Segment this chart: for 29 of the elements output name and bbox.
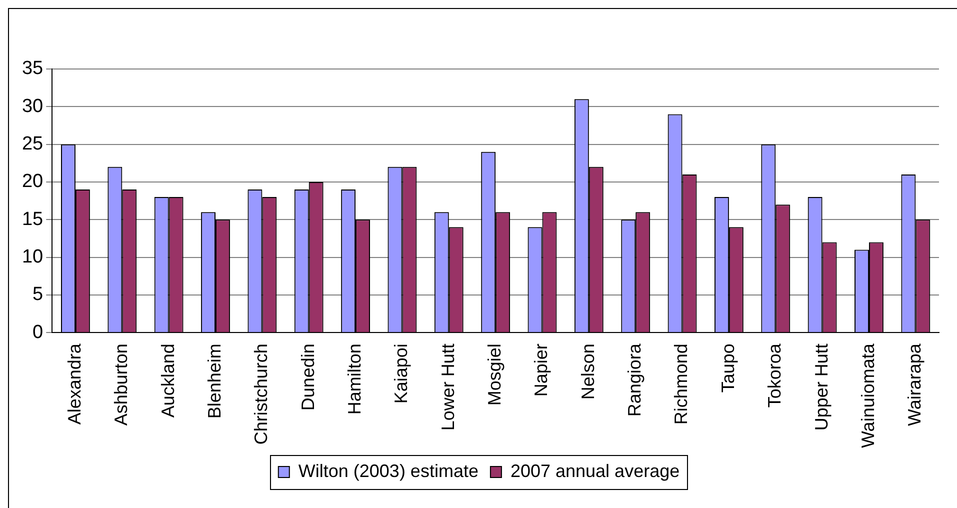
x-tick-label: Upper Hutt (811, 344, 832, 431)
x-tick-label: Napier (531, 344, 552, 397)
x-tick-label: Auckland (158, 344, 178, 418)
x-tick-label: Ashburton (111, 344, 132, 426)
legend-label: 2007 annual average (510, 460, 680, 481)
x-tick-label: Richmond (671, 344, 692, 425)
y-tick-label: 35 (22, 58, 44, 80)
x-tick-label: Alexandra (64, 342, 84, 425)
y-tick-label: 15 (22, 208, 44, 230)
y-tick-label: 30 (22, 96, 44, 117)
y-tick-label: 10 (22, 246, 44, 268)
x-tick-label: Mosgiel (484, 344, 505, 406)
y-tick-label: 20 (22, 171, 44, 192)
legend-label: Wilton (2003) estimate (298, 460, 478, 481)
x-tick-label: Tokoroa (764, 342, 785, 408)
y-tick-label: 25 (22, 134, 44, 155)
x-tick-label: Nelson (578, 344, 598, 400)
x-tick-label: Hamilton (344, 344, 365, 415)
x-tick-label: Rangiora (624, 342, 645, 417)
x-tick-label: Wainuiomata (858, 342, 878, 448)
x-tick-label: Wairarapa (904, 342, 925, 426)
y-tick-label: 0 (32, 322, 44, 343)
x-tick-label: Blenheim (204, 344, 224, 419)
x-tick-label: Dunedin (298, 344, 318, 411)
x-tick-label: Taupo (718, 344, 738, 393)
y-tick-label: 5 (32, 284, 44, 306)
x-tick-label: Lower Hutt (438, 344, 458, 431)
x-tick-label: Christchurch (251, 344, 272, 445)
x-tick-label: Kaiapoi (391, 344, 412, 404)
